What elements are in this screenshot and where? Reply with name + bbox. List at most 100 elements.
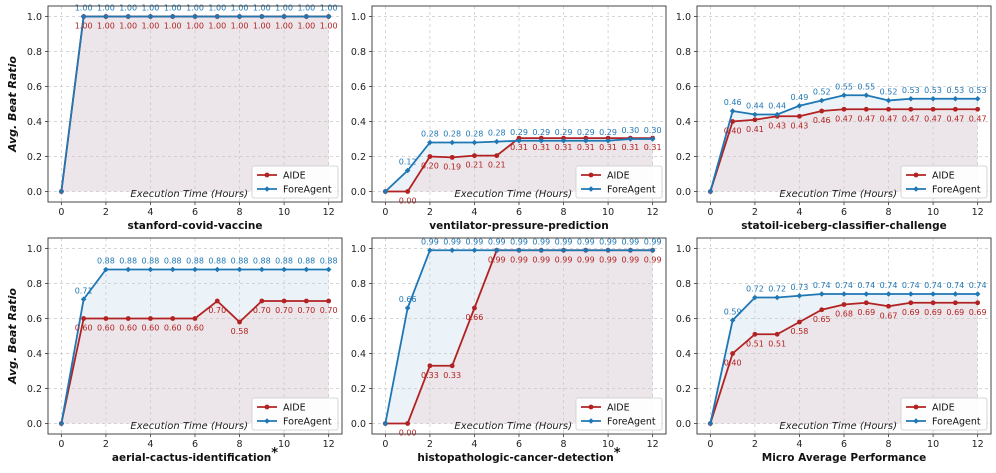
y-axis-label: Avg. Beat Ratio [6,56,19,153]
foreagent-point [774,294,780,301]
foreagent-point [80,296,87,303]
foreagent-data-label: 0.49 [791,93,809,102]
aide-data-label: 0.47 [946,114,964,123]
x-tick-label: 2 [427,439,433,450]
aide-data-label: 0.20 [421,162,439,171]
legend-aide-label: AIDE [932,171,955,182]
foreagent-data-label: 0.88 [297,257,315,266]
aide-data-label: 0.40 [724,127,742,136]
foreagent-data-label: 0.52 [813,88,831,97]
aide-point [797,113,802,119]
aide-data-label: 0.69 [924,308,942,317]
aide-point [214,298,220,304]
legend: AIDE ForeAgent [900,165,988,199]
y-tick-label: 0.2 [676,152,691,163]
foreagent-data-label: 0.29 [599,128,617,137]
foreagent-data-label: 0.99 [599,237,617,246]
foreagent-point [382,420,389,427]
aide-data-label: 0.99 [599,255,617,264]
legend-aide-label: AIDE [932,403,955,414]
foreagent-point [404,167,411,174]
foreagent-data-label: 0.99 [443,237,461,246]
foreagent-data-label: 0.74 [857,281,875,290]
foreagent-data-label: 0.88 [320,257,338,266]
foreagent-data-label: 0.71 [75,286,93,295]
y-tick-label: 1.0 [27,244,42,255]
foreagent-data-label: 0.30 [621,126,639,135]
aide-data-label: 0.60 [75,324,93,333]
legend-box [575,397,663,431]
aide-point [975,106,981,112]
aide-point [863,106,869,112]
foreagent-point [471,139,478,146]
legend-box [900,165,988,199]
x-tick-label: 10 [602,207,614,218]
foreagent-point [516,137,522,144]
aide-point [170,316,176,321]
y-tick-label: 0.8 [351,47,366,58]
foreagent-point [103,13,109,20]
foreagent-point [627,247,634,254]
legend-aide-marker [264,404,270,410]
chart-panel-6: 0.0 0.2 0.4 0.6 0.8 1.0 0 2 4 6 8 10 12 0.40 0.59 0.51 0… [676,237,992,464]
foreagent-data-label: 0.74 [902,281,920,290]
y-tick-label: 0.0 [27,419,42,430]
foreagent-data-label: 1.00 [231,4,249,13]
foreagent-point [908,291,914,297]
foreagent-point [908,95,914,102]
foreagent-data-label: 0.74 [813,281,831,290]
foreagent-point [818,97,825,104]
legend-box [900,397,988,431]
legend-foreagent-label: ForeAgent [283,417,332,428]
foreagent-data-label: 0.28 [488,129,506,138]
foreagent-point [583,137,589,144]
foreagent-data-label: 1.00 [186,4,204,13]
legend: AIDE ForeAgent [251,165,339,199]
foreagent-data-label: 0.88 [275,257,293,266]
aide-data-label: 1.00 [320,22,338,31]
x-tick-label: 10 [602,439,614,450]
y-tick-label: 0.4 [676,349,691,360]
aide-point [908,106,914,112]
foreagent-point [192,266,198,273]
aide-data-label: 0.65 [813,315,831,324]
legend-foreagent-marker [264,418,270,424]
aide-data-label: 0.31 [555,143,573,152]
x-tick-label: 2 [103,207,109,218]
foreagent-point [58,420,65,427]
aide-point [863,300,869,306]
aide-data-label: 0.60 [142,324,160,333]
x-tick-label: 4 [796,207,802,218]
foreagent-point [259,13,265,20]
aide-data-label: 0.70 [297,306,315,315]
foreagent-point [214,266,221,273]
aide-data-label: 0.51 [746,339,764,348]
y-tick-label: 0.6 [351,314,366,325]
foreagent-data-label: 0.66 [399,295,417,304]
foreagent-data-label: 0.53 [902,86,920,95]
aide-data-label: 0.31 [644,143,662,152]
plot-frame [696,237,992,435]
foreagent-point [303,266,310,273]
panel-title: Micro Average Performance [762,452,926,464]
x-tick-label: 12 [972,439,984,450]
foreagent-point [192,13,198,20]
aide-point [930,106,936,112]
y-tick-label: 0.2 [351,152,366,163]
aide-point [449,154,455,160]
foreagent-data-label: 0.88 [231,257,249,266]
legend-foreagent-marker [588,186,594,192]
foreagent-data-label: 0.99 [488,237,506,246]
aide-data-label: 1.00 [75,22,93,31]
x-tick-label: 0 [58,207,64,218]
y-tick-label: 0.2 [27,384,42,395]
foreagent-point [952,95,959,102]
aide-area-fill [710,302,978,424]
legend-foreagent-marker [913,418,919,424]
legend-foreagent-label: ForeAgent [932,185,981,196]
foreagent-point [449,247,455,254]
aide-data-label: 0.60 [119,324,137,333]
foreagent-point [841,92,847,99]
aide-data-label: 1.00 [208,22,226,31]
title-asterisk: * [614,446,621,461]
